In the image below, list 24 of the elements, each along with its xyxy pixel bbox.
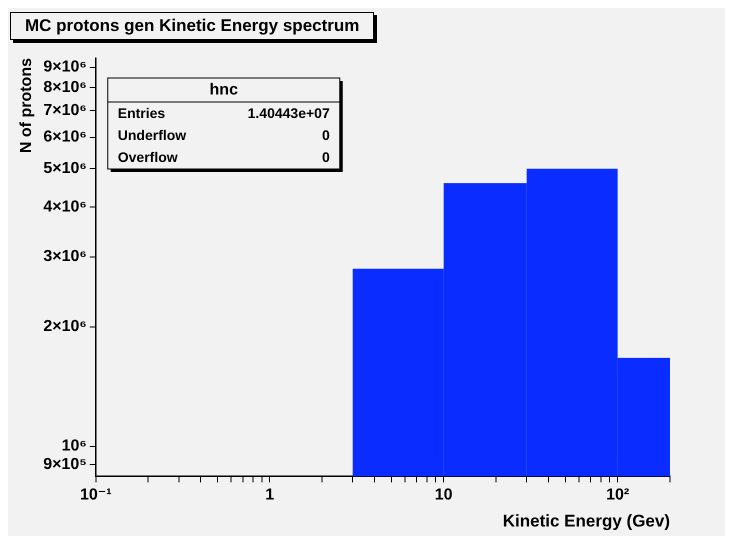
y-tick-label: 3×10⁶ xyxy=(43,248,87,266)
y-axis-title: N of protons xyxy=(18,58,36,154)
x-tick-label: 1 xyxy=(265,486,274,504)
chart-title: MC protons gen Kinetic Energy spectrum xyxy=(10,12,374,40)
x-tick-label: 10 xyxy=(434,486,453,504)
x-axis-title: Kinetic Energy (Gev) xyxy=(502,511,670,530)
x-tick-label: 10⁻¹ xyxy=(80,486,112,504)
annotation: 1.40443e+07 xyxy=(248,104,330,121)
y-tick-label: 2×10⁶ xyxy=(43,318,87,336)
y-tick-label: 6×10⁶ xyxy=(43,128,87,146)
y-tick-label: 10⁶ xyxy=(62,438,87,455)
y-tick-label: 9×10⁵ xyxy=(43,456,87,473)
y-tick-label: 5×10⁶ xyxy=(43,160,87,178)
annotation: Underflow xyxy=(118,126,186,143)
y-tick-label: 4×10⁶ xyxy=(43,198,87,216)
annotation: Entries xyxy=(118,104,166,121)
annotation: 0 xyxy=(322,126,330,143)
annotation: 0 xyxy=(322,148,330,165)
annotation: Overflow xyxy=(118,148,178,165)
y-tick-label: 8×10⁶ xyxy=(43,79,87,96)
y-tick-label: 7×10⁶ xyxy=(43,102,87,120)
y-tick-label: 9×10⁶ xyxy=(43,58,87,76)
annotation: hnc xyxy=(210,81,238,98)
x-tick-label: 10² xyxy=(606,486,630,504)
